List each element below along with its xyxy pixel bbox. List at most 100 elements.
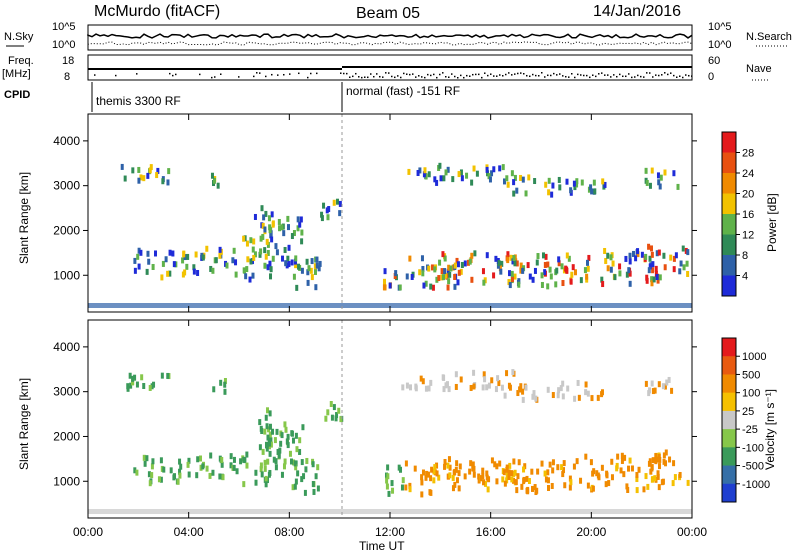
echo-cell xyxy=(495,478,499,485)
echo-cell xyxy=(133,257,137,264)
colorbar-tick-label: 25 xyxy=(742,406,754,418)
echo-cell xyxy=(647,243,651,250)
echo-cell xyxy=(164,256,168,263)
echo-cell xyxy=(622,471,626,478)
echo-cell xyxy=(618,270,622,277)
echo-cell xyxy=(512,255,516,262)
echo-cell xyxy=(613,274,617,281)
echo-cell xyxy=(650,251,654,258)
echo-cell xyxy=(219,379,223,386)
echo-cell xyxy=(635,476,639,483)
echo-cell xyxy=(178,468,182,475)
nave-point xyxy=(430,74,432,77)
echo-cell xyxy=(201,254,205,261)
echo-cell xyxy=(277,452,281,459)
x-tick-label: 00:00 xyxy=(677,525,707,539)
echo-cell xyxy=(444,382,448,389)
echo-cell xyxy=(472,383,476,390)
echo-cell xyxy=(653,475,657,482)
echo-cell xyxy=(664,449,668,456)
echo-cell xyxy=(401,384,405,391)
echo-cell xyxy=(192,264,196,271)
echo-cell xyxy=(287,244,291,251)
echo-cell xyxy=(502,469,506,476)
echo-cell xyxy=(563,482,567,489)
echo-cell xyxy=(547,177,551,184)
echo-cell xyxy=(166,270,170,277)
echo-cell xyxy=(295,284,299,291)
nave-point xyxy=(568,76,570,78)
echo-cell xyxy=(126,383,130,390)
echo-cell xyxy=(618,263,622,270)
nave-point xyxy=(622,75,624,78)
echo-cell xyxy=(218,246,222,253)
echo-cell xyxy=(536,468,540,475)
freq-tick-top: 18 xyxy=(62,55,74,67)
nave-point xyxy=(598,73,600,75)
echo-cell xyxy=(648,255,652,262)
echo-cell xyxy=(294,464,298,471)
echo-cell xyxy=(408,486,412,493)
nave-point xyxy=(277,74,279,76)
y-tick-label: 3000 xyxy=(53,179,80,193)
nave-point xyxy=(238,76,240,78)
echo-cell xyxy=(575,178,579,185)
echo-cell xyxy=(609,254,613,261)
echo-cell xyxy=(421,265,425,272)
nave-point xyxy=(481,76,483,79)
echo-cell xyxy=(259,248,263,255)
echo-cell xyxy=(212,386,216,393)
echo-cell xyxy=(252,254,256,261)
echo-cell xyxy=(527,174,531,181)
echo-cell xyxy=(453,468,457,475)
echo-cell xyxy=(470,252,474,259)
echo-cell xyxy=(148,167,152,174)
echo-cell xyxy=(503,178,507,185)
echo-cell xyxy=(424,173,428,180)
echo-cell xyxy=(534,489,538,496)
colorbar-tick-label: 100 xyxy=(742,388,760,400)
echo-cell xyxy=(271,220,275,227)
echo-cell xyxy=(284,260,288,267)
echo-cell xyxy=(549,273,553,280)
echo-cell xyxy=(662,252,666,259)
echo-cell xyxy=(676,183,680,190)
echo-cell xyxy=(579,277,583,284)
echo-cell xyxy=(496,375,500,382)
beam-title: Beam 05 xyxy=(356,5,420,22)
colorbar-segment xyxy=(722,465,736,485)
echo-cell xyxy=(261,448,265,455)
echo-cell xyxy=(568,484,572,491)
echo-cell xyxy=(413,465,417,472)
echo-cell xyxy=(435,179,439,186)
echo-cell xyxy=(519,383,523,390)
echo-cell xyxy=(150,383,154,390)
echo-cell xyxy=(589,459,593,466)
echo-cell xyxy=(490,377,494,384)
echo-cell xyxy=(446,166,450,173)
echo-cell xyxy=(611,260,615,267)
echo-cell xyxy=(282,230,286,237)
echo-cell xyxy=(523,463,527,470)
echo-cell xyxy=(524,384,528,391)
echo-cell xyxy=(265,423,269,430)
colorbar-segment xyxy=(722,338,736,357)
nave-tick-top: 60 xyxy=(708,55,720,67)
echo-cell xyxy=(316,464,320,471)
echo-cell xyxy=(513,260,517,267)
nave-point xyxy=(490,73,492,75)
echo-cell xyxy=(597,474,601,481)
echo-cell xyxy=(289,458,293,465)
echo-cell xyxy=(648,263,652,270)
echo-cell xyxy=(511,276,515,283)
echo-cell xyxy=(285,262,289,269)
echo-cell xyxy=(181,257,185,264)
echo-cell xyxy=(678,268,682,275)
echo-cell xyxy=(407,168,411,175)
echo-cell xyxy=(275,249,279,256)
x-tick-label: 08:00 xyxy=(274,525,304,539)
nave-point xyxy=(460,74,462,77)
echo-cell xyxy=(469,384,473,391)
echo-cell xyxy=(143,460,147,467)
echo-cell xyxy=(168,249,172,256)
